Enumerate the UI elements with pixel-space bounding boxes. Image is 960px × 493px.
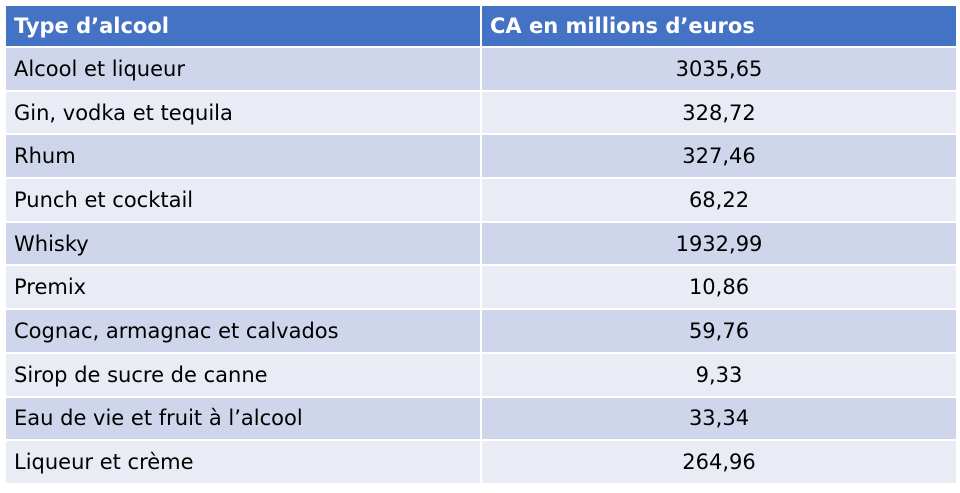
table-row: Punch et cocktail 68,22 [4,177,958,223]
type-cell: Punch et cocktail [4,177,482,223]
type-cell: Alcool et liqueur [4,46,482,92]
type-cell: Cognac, armagnac et calvados [4,308,482,354]
table-row: Alcool et liqueur 3035,65 [4,46,958,92]
data-table: Type d’alcool CA en millions d’euros Alc… [4,4,958,485]
table-row: Eau de vie et fruit à l’alcool 33,34 [4,395,958,442]
header-cell: CA en millions d’euros [480,4,958,48]
type-cell: Eau de vie et fruit à l’alcool [4,395,482,442]
type-cell: Gin, vodka et tequila [4,89,482,136]
table-row: Whisky 1932,99 [4,220,958,267]
type-cell: Rhum [4,133,482,180]
value-cell: 9,33 [480,351,958,398]
type-cell: Whisky [4,220,482,267]
value-cell: 328,72 [480,89,958,136]
type-cell: Liqueur et crème [4,439,482,485]
table-body: Alcool et liqueur 3035,65 Gin, vodka et te… [4,46,958,485]
value-cell: 327,46 [480,133,958,180]
type-cell: Premix [4,264,482,311]
table-row: Sirop de sucre de canne 9,33 [4,351,958,398]
table-row: Premix 10,86 [4,264,958,311]
table-row: Rhum 327,46 [4,133,958,180]
value-cell: 10,86 [480,264,958,311]
table-row: Gin, vodka et tequila 328,72 [4,89,958,136]
header-cell: Type d’alcool [4,4,482,48]
value-cell: 1932,99 [480,220,958,267]
value-cell: 68,22 [480,177,958,223]
table-row: Cognac, armagnac et calvados 59,76 [4,308,958,354]
table-row: Liqueur et crème 264,96 [4,439,958,485]
header-row: Type d’alcool CA en millions d’euros [4,4,958,48]
value-cell: 33,34 [480,395,958,442]
value-cell: 264,96 [480,439,958,485]
type-cell: Sirop de sucre de canne [4,351,482,398]
value-cell: 3035,65 [480,46,958,92]
value-cell: 59,76 [480,308,958,354]
